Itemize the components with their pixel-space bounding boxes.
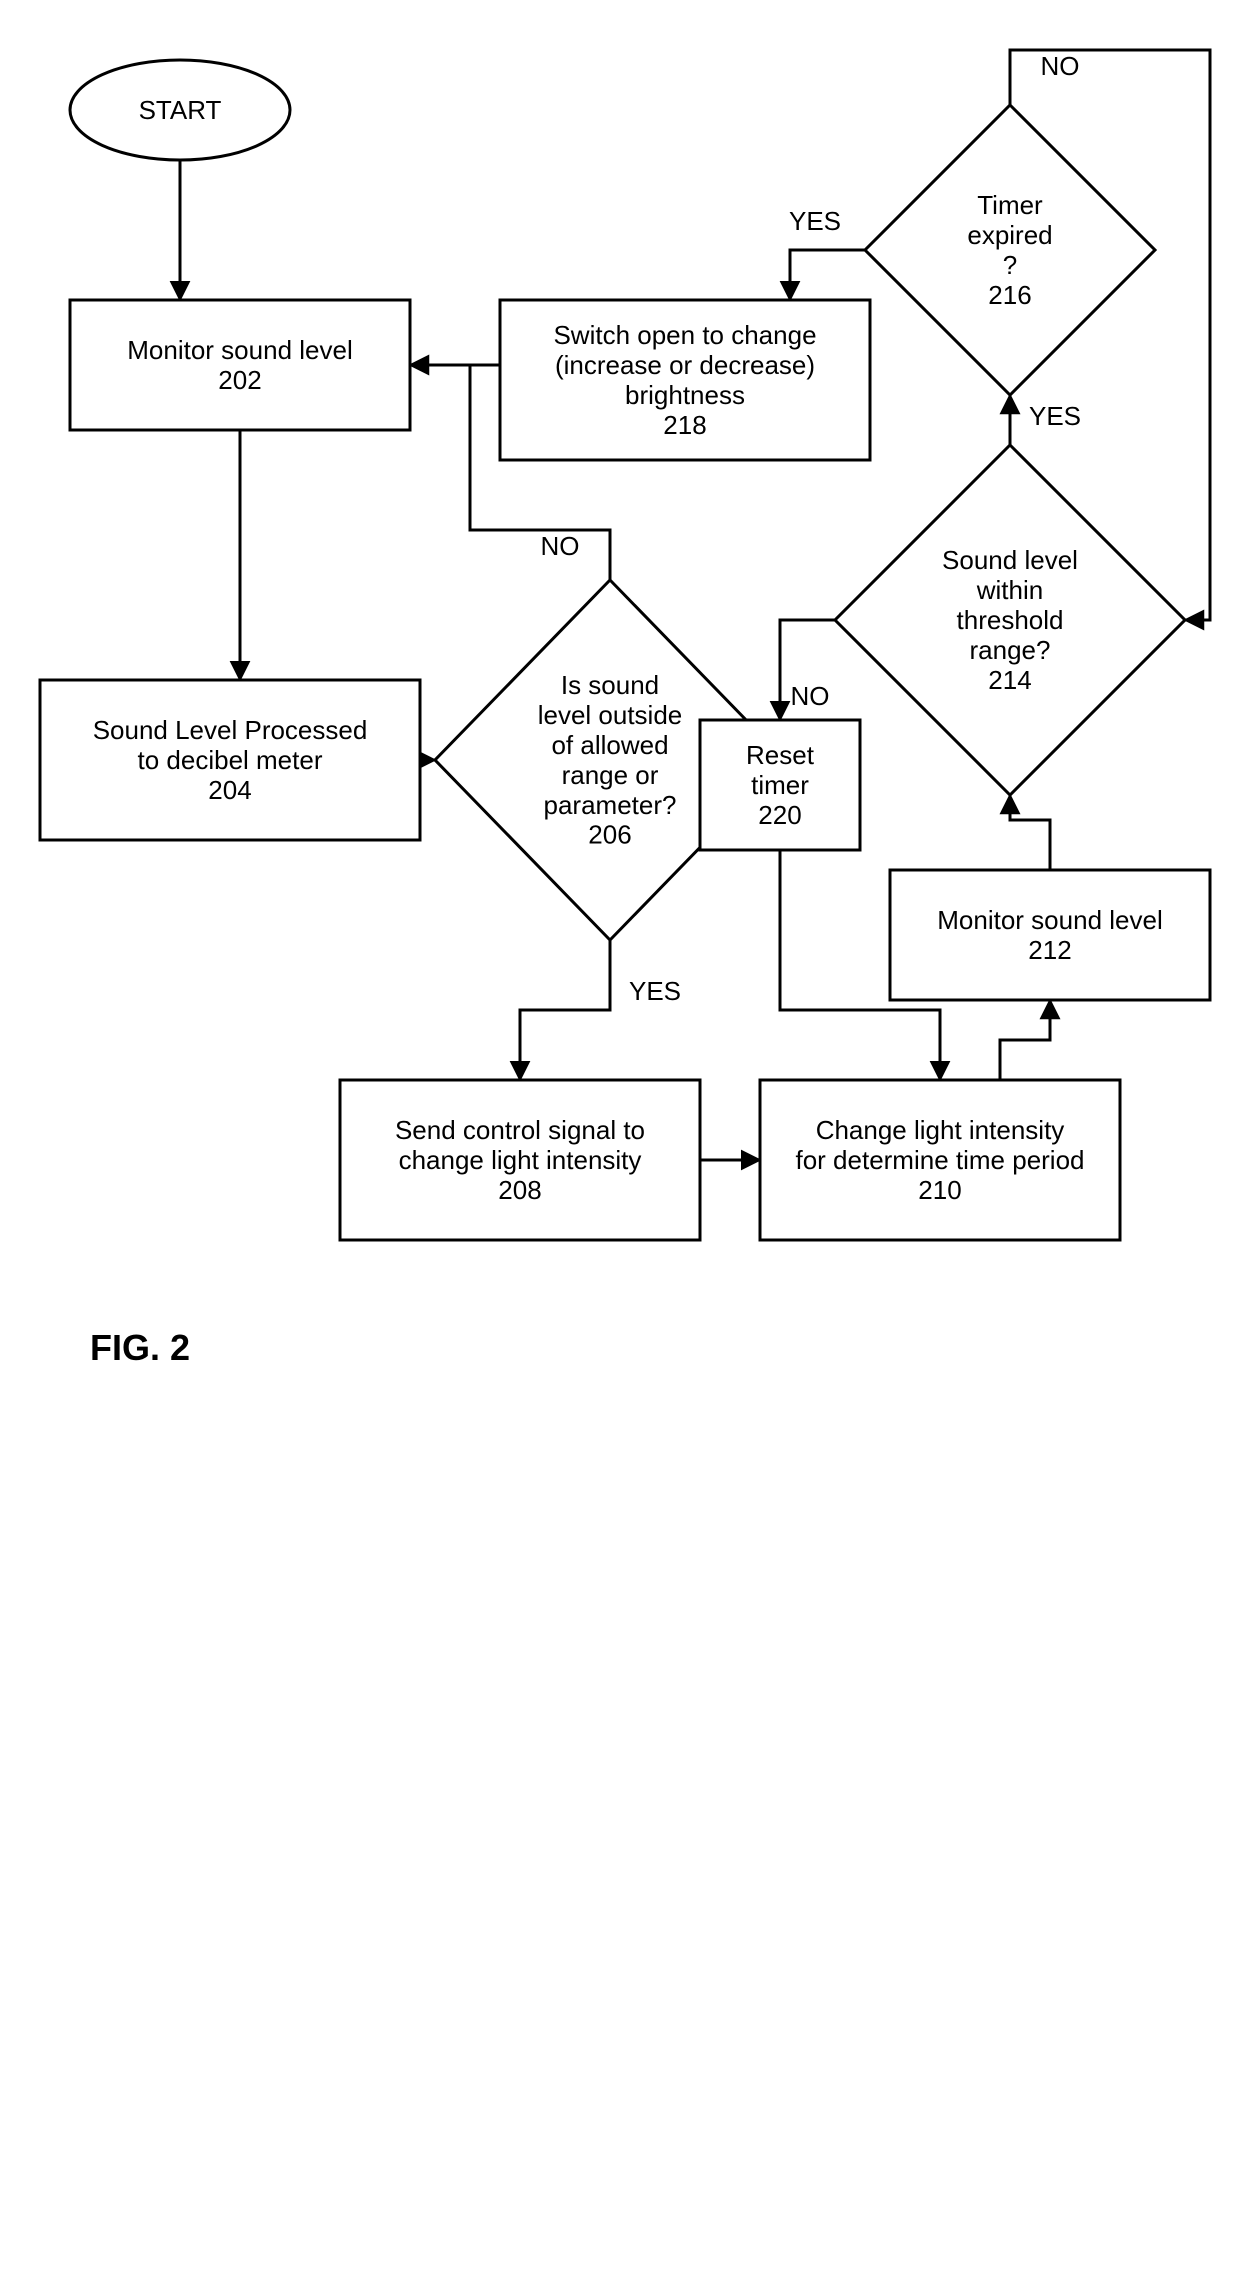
flow-edge (790, 250, 865, 300)
svg-text:level outside: level outside (538, 700, 683, 730)
svg-text:Send control signal to: Send control signal to (395, 1115, 645, 1145)
edge-label: NO (791, 681, 830, 711)
svg-text:Sound Level Processed: Sound Level Processed (93, 715, 368, 745)
edge-label: YES (1029, 401, 1081, 431)
edge-label: NO (1041, 51, 1080, 81)
svg-text:Change light intensity: Change light intensity (816, 1115, 1065, 1145)
edge-label: YES (789, 206, 841, 236)
svg-text:?: ? (1003, 250, 1017, 280)
svg-text:START: START (139, 95, 222, 125)
flow-edge (1000, 1000, 1050, 1080)
svg-text:202: 202 (218, 365, 261, 395)
svg-text:(increase or decrease): (increase or decrease) (555, 350, 815, 380)
svg-text:212: 212 (1028, 935, 1071, 965)
svg-text:204: 204 (208, 775, 251, 805)
svg-text:Sound level: Sound level (942, 545, 1078, 575)
svg-text:208: 208 (498, 1175, 541, 1205)
svg-text:threshold: threshold (957, 605, 1064, 635)
svg-text:range?: range? (970, 635, 1051, 665)
svg-text:parameter?: parameter? (544, 790, 677, 820)
svg-text:216: 216 (988, 280, 1031, 310)
svg-text:Timer: Timer (977, 190, 1043, 220)
svg-text:Reset: Reset (746, 740, 815, 770)
svg-text:Monitor sound level: Monitor sound level (937, 905, 1162, 935)
svg-text:to decibel meter: to decibel meter (138, 745, 323, 775)
svg-text:210: 210 (918, 1175, 961, 1205)
flow-edge (520, 940, 610, 1080)
figure-label: FIG. 2 (90, 1327, 190, 1368)
svg-text:of allowed: of allowed (551, 730, 668, 760)
edge-label: NO (541, 531, 580, 561)
svg-text:for determine time period: for determine time period (795, 1145, 1084, 1175)
svg-text:Monitor sound level: Monitor sound level (127, 335, 352, 365)
svg-text:brightness: brightness (625, 380, 745, 410)
svg-text:change light intensity: change light intensity (399, 1145, 642, 1175)
svg-text:206: 206 (588, 820, 631, 850)
svg-text:expired: expired (967, 220, 1052, 250)
svg-text:timer: timer (751, 770, 809, 800)
svg-text:range or: range or (562, 760, 659, 790)
svg-text:220: 220 (758, 800, 801, 830)
svg-text:within: within (976, 575, 1043, 605)
svg-text:218: 218 (663, 410, 706, 440)
edge-label: YES (629, 976, 681, 1006)
svg-text:Is sound: Is sound (561, 670, 659, 700)
svg-text:214: 214 (988, 665, 1031, 695)
flow-edge (1010, 795, 1050, 870)
svg-text:Switch open to change: Switch open to change (553, 320, 816, 350)
